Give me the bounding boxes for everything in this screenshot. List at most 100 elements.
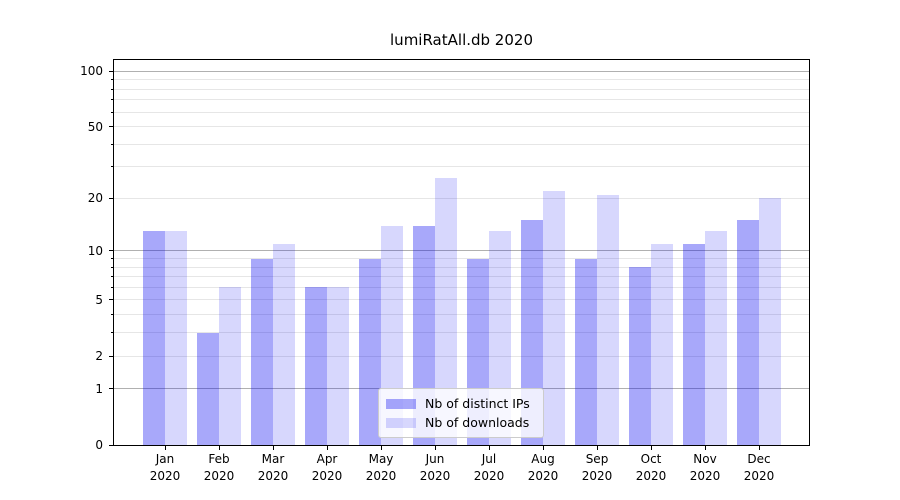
y-tick-label-5: 5 xyxy=(95,292,103,307)
x-tick-sep xyxy=(596,446,598,450)
x-tick-label-jan: Jan 2020 xyxy=(138,451,192,484)
y-minortick-3 xyxy=(111,332,113,334)
y-tick-20 xyxy=(109,197,113,199)
x-tick-oct xyxy=(650,446,652,450)
y-minortick-8 xyxy=(111,266,113,268)
legend-swatch-downloads xyxy=(386,417,416,428)
y-tick-label-1: 1 xyxy=(95,381,103,396)
gridline-minor-3 xyxy=(114,332,809,334)
gridline-minor-50 xyxy=(114,126,809,128)
x-label-year: 2020 xyxy=(149,468,181,483)
chart-title: lumiRatAll.db 2020 xyxy=(390,31,533,49)
gridline-minor-20 xyxy=(114,197,809,199)
x-tick-label-nov: Nov 2020 xyxy=(678,451,732,484)
x-tick-may xyxy=(380,446,382,450)
x-label-month: Jul xyxy=(481,452,497,466)
gridline-minor-2 xyxy=(114,355,809,357)
bar-oct-distinct-ips xyxy=(629,267,651,445)
x-label-month: Sep xyxy=(585,452,609,466)
y-minortick-9 xyxy=(111,258,113,259)
legend-item-distinct-ips: Nb of distinct IPs xyxy=(386,394,543,413)
legend-item-downloads: Nb of downloads xyxy=(386,413,543,432)
x-tick-label-feb: Feb 2020 xyxy=(192,451,246,484)
plot-area: Nb of distinct IPs Nb of downloads xyxy=(113,59,810,446)
legend-label-downloads: Nb of downloads xyxy=(425,415,530,430)
x-tick-label-mar: Mar 2020 xyxy=(246,451,300,484)
bar-nov-distinct-ips xyxy=(683,243,705,445)
x-tick-label-apr: Apr 2020 xyxy=(300,451,354,484)
x-tick-mar xyxy=(272,446,274,450)
bar-feb-downloads xyxy=(219,287,241,445)
x-label-month: Oct xyxy=(640,452,662,466)
x-label-month: Jun xyxy=(425,452,445,466)
gridline-minor-8 xyxy=(114,266,809,268)
y-tick-1 xyxy=(109,388,113,390)
bar-jun-downloads xyxy=(435,178,457,445)
gridline-major-100 xyxy=(114,70,809,72)
y-tick-2 xyxy=(109,355,113,357)
y-minortick-60 xyxy=(111,111,113,113)
x-tick-label-may: May 2020 xyxy=(354,451,408,484)
bar-mar-downloads xyxy=(273,243,295,445)
y-tick-label-20: 20 xyxy=(87,191,103,206)
gridline-minor-70 xyxy=(114,99,809,101)
y-minortick-70 xyxy=(111,99,113,101)
bar-may-distinct-ips xyxy=(359,258,381,445)
y-minortick-4 xyxy=(111,314,113,316)
x-tick-label-jun: Jun 2020 xyxy=(408,451,462,484)
x-tick-label-aug: Aug 2020 xyxy=(516,451,570,484)
gridline-minor-90 xyxy=(114,79,809,81)
x-label-year: 2020 xyxy=(527,468,559,483)
x-label-month: Feb xyxy=(208,452,230,466)
y-tick-label-50: 50 xyxy=(87,119,103,134)
x-tick-label-oct: Oct 2020 xyxy=(624,451,678,484)
y-minortick-90 xyxy=(111,79,113,81)
x-tick-label-sep: Sep 2020 xyxy=(570,451,624,484)
gridline-minor-6 xyxy=(114,286,809,288)
bar-apr-downloads xyxy=(327,287,349,445)
x-tick-jul xyxy=(488,446,490,450)
x-tick-jun xyxy=(434,446,436,450)
x-label-year: 2020 xyxy=(689,468,721,483)
x-tick-aug xyxy=(542,446,544,450)
x-label-month: Dec xyxy=(747,452,771,466)
x-label-year: 2020 xyxy=(473,468,505,483)
y-tick-label-100: 100 xyxy=(80,64,103,79)
y-tick-label-10: 10 xyxy=(87,243,103,258)
gridline-minor-80 xyxy=(114,88,809,90)
y-minortick-6 xyxy=(111,286,113,288)
legend-box: Nb of distinct IPs Nb of downloads xyxy=(378,388,544,438)
x-label-month: Nov xyxy=(693,452,717,466)
y-tick-label-0: 0 xyxy=(95,438,103,452)
bar-nov-downloads xyxy=(705,231,727,445)
x-tick-jan xyxy=(164,446,166,450)
gridline-minor-60 xyxy=(114,111,809,113)
x-label-year: 2020 xyxy=(311,468,343,483)
x-tick-dec xyxy=(758,446,760,450)
y-minortick-80 xyxy=(111,88,113,90)
y-tick-10 xyxy=(109,250,113,252)
x-tick-nov xyxy=(704,446,706,450)
y-tick-50 xyxy=(109,126,113,128)
bar-mar-distinct-ips xyxy=(251,258,273,445)
gridline-minor-40 xyxy=(114,143,809,145)
x-label-month: May xyxy=(368,452,394,466)
gridline-minor-4 xyxy=(114,314,809,316)
bar-dec-distinct-ips xyxy=(737,220,759,445)
x-label-year: 2020 xyxy=(365,468,397,483)
x-tick-apr xyxy=(326,446,328,450)
bar-aug-downloads xyxy=(543,191,565,445)
x-tick-feb xyxy=(218,446,220,450)
y-tick-0 xyxy=(109,444,113,446)
gridline-minor-30 xyxy=(114,166,809,168)
legend-swatch-distinct-ips xyxy=(386,398,416,409)
bar-feb-distinct-ips xyxy=(197,332,219,445)
y-tick-100 xyxy=(109,70,113,72)
gridline-minor-9 xyxy=(114,258,809,259)
y-tick-label-2: 2 xyxy=(95,349,103,364)
bar-oct-downloads xyxy=(651,243,673,445)
x-label-year: 2020 xyxy=(635,468,667,483)
x-tick-label-dec: Dec 2020 xyxy=(732,451,786,484)
bar-jan-distinct-ips xyxy=(143,231,165,445)
